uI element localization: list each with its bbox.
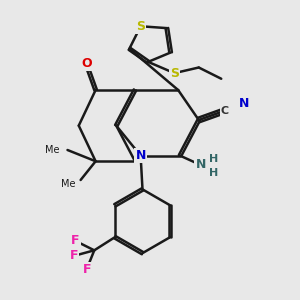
Text: H: H [209,154,218,164]
Text: Me: Me [61,179,75,189]
Text: N: N [135,149,146,162]
Text: Me: Me [46,145,60,155]
Text: N: N [238,97,249,110]
Text: F: F [69,249,78,262]
Text: S: S [170,67,179,80]
Text: S: S [136,20,145,33]
Text: H: H [209,167,218,178]
Text: F: F [71,234,80,248]
Text: O: O [81,57,92,70]
Text: C: C [221,106,229,116]
Text: F: F [82,262,91,276]
Text: N: N [195,158,206,172]
